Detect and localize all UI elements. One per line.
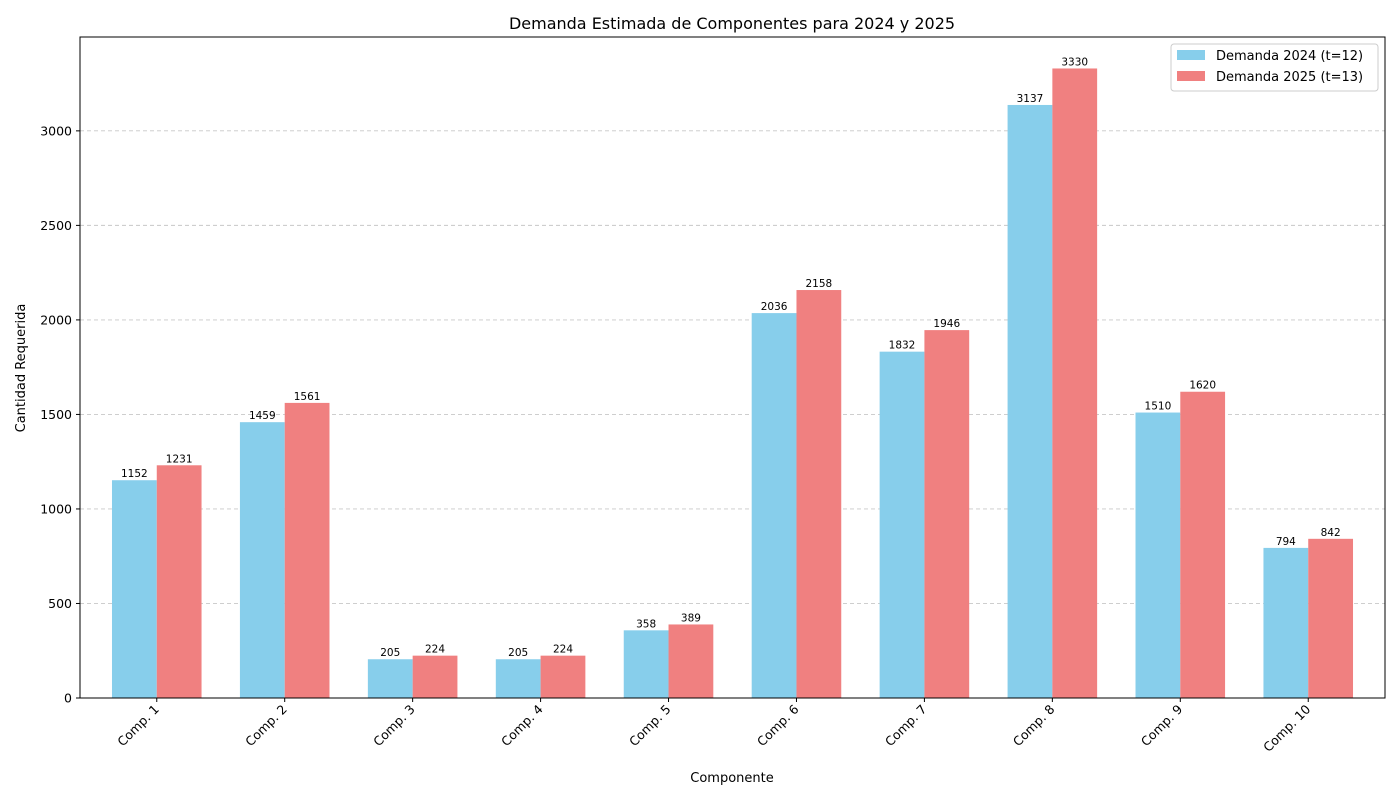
bar-value-label: 3137 (1017, 93, 1044, 105)
bar-2024 (751, 313, 797, 698)
bar-2024 (1007, 104, 1053, 699)
x-tick-label: Comp. 7 (882, 702, 930, 750)
x-tick-label: Comp. 1 (114, 702, 162, 750)
bar-value-label: 794 (1276, 536, 1296, 548)
y-tick-label: 3000 (40, 123, 72, 138)
bar-2025 (540, 655, 586, 698)
bar-value-label: 1152 (121, 468, 148, 480)
bar-value-label: 1561 (294, 391, 321, 403)
plot-frame (79, 36, 1386, 699)
x-tick-label: Comp. 6 (754, 701, 802, 749)
bar-value-label: 1459 (249, 410, 276, 422)
bar-value-label: 842 (1321, 527, 1341, 539)
bar-2025 (924, 330, 970, 698)
x-axis-label: Componente (690, 771, 773, 786)
x-tick-label: Comp. 5 (626, 702, 674, 750)
bar-2024 (1135, 412, 1181, 698)
y-axis-label: Cantidad Requerida (14, 304, 29, 433)
legend: Demanda 2024 (t=12) Demanda 2025 (t=13) (1170, 43, 1379, 92)
x-axis: Comp. 1 Comp. 2 Comp. 3 Comp. 4 Comp. 5 Comp.… (114, 698, 1313, 755)
legend-swatch-2025 (1177, 71, 1205, 81)
x-tick-label: Comp. 10 (1260, 701, 1313, 754)
bar-2025 (412, 655, 458, 698)
y-tick-label: 2000 (40, 312, 72, 327)
bar-2025 (1308, 538, 1354, 698)
bar-2025 (796, 290, 842, 698)
bar-2025 (284, 402, 330, 698)
bar-2025 (668, 624, 714, 698)
bar-2024 (111, 480, 157, 698)
bar-value-label: 389 (681, 612, 701, 624)
y-tick-label: 500 (48, 596, 72, 611)
bar-value-label: 2158 (805, 278, 832, 290)
legend-label-2024: Demanda 2024 (t=12) (1216, 49, 1363, 64)
bar-value-label: 224 (425, 644, 445, 656)
bar-value-label: 1946 (933, 318, 960, 330)
bar-2024 (495, 659, 541, 698)
bar-2024 (367, 659, 413, 698)
legend-frame (1170, 43, 1379, 92)
bar-value-label: 224 (553, 644, 573, 656)
bar-value-label: 2036 (761, 301, 788, 313)
y-tick-label: 1000 (40, 501, 72, 516)
bar-value-label: 1832 (889, 340, 916, 352)
bar-2025 (1180, 391, 1226, 698)
x-tick-label: Comp. 2 (242, 702, 290, 750)
x-tick-label: Comp. 8 (1010, 701, 1058, 749)
bars (111, 68, 1354, 699)
x-tick-label: Comp. 3 (370, 702, 418, 750)
y-tick-label: 2500 (40, 218, 72, 233)
y-tick-label: 1500 (40, 407, 72, 422)
bar-value-label: 1510 (1145, 401, 1172, 413)
bar-2024 (623, 630, 669, 698)
legend-swatch-2024 (1177, 50, 1205, 60)
bar-2025 (1052, 68, 1098, 698)
bar-value-label: 1620 (1189, 380, 1216, 392)
data-labels: 1152 1459 205 205 358 2036 1832 3137 1510 794 1231… (121, 56, 1341, 659)
bar-2024 (1263, 547, 1309, 698)
chart-title: Demanda Estimada de Componentes para 202… (509, 14, 955, 33)
legend-label-2025: Demanda 2025 (t=13) (1216, 70, 1363, 85)
bar-2025 (156, 465, 202, 698)
x-tick-label: Comp. 9 (1138, 701, 1186, 749)
y-axis: 0 500 1000 1500 2000 2500 3000 (40, 123, 80, 706)
bar-value-label: 205 (380, 647, 400, 659)
bar-value-label: 1231 (166, 453, 193, 465)
y-tick-label: 0 (64, 691, 72, 706)
bar-value-label: 3330 (1061, 56, 1088, 68)
bar-value-label: 205 (508, 647, 528, 659)
x-tick-label: Comp. 4 (498, 701, 546, 749)
bar-value-label: 358 (636, 618, 656, 630)
bar-2024 (879, 351, 925, 698)
bar-2024 (239, 422, 285, 698)
